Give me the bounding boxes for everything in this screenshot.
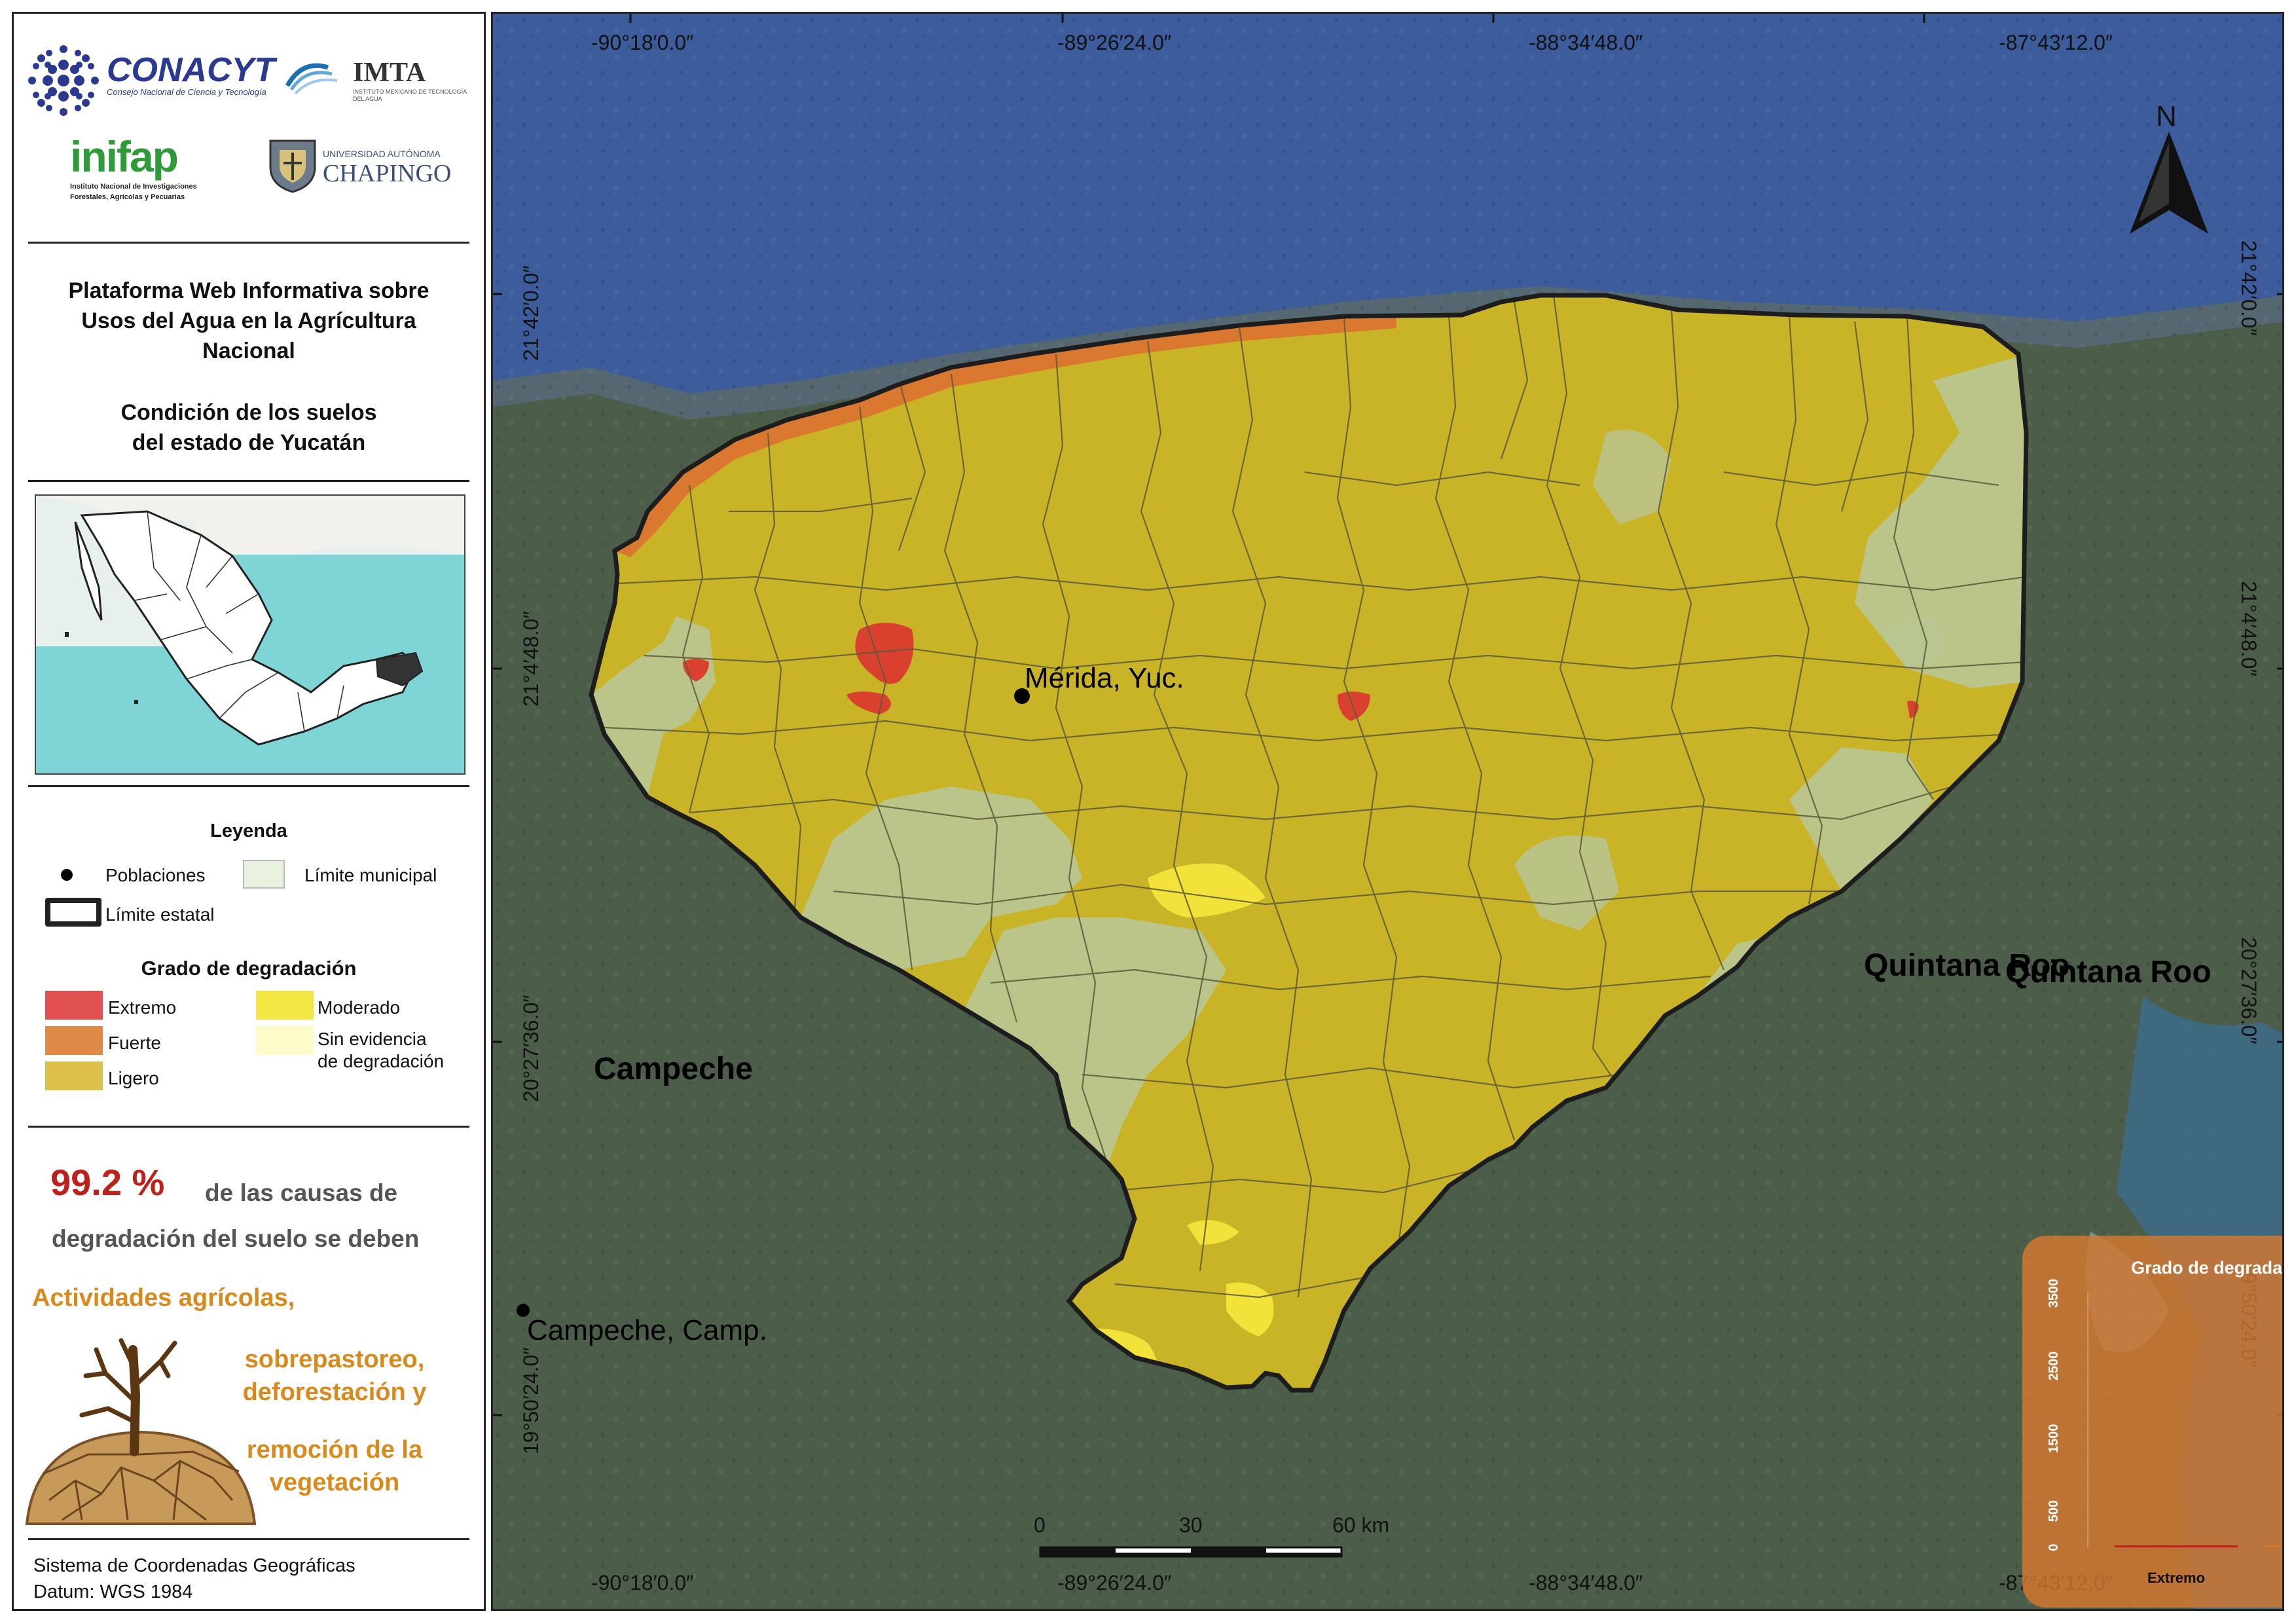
coord-top-4: -87°43′12.0″ [1999, 31, 2113, 54]
cause-5: vegetación [269, 1469, 400, 1496]
north-label: N [2156, 100, 2177, 132]
coord-left-4: 19°50′24.0″ [519, 1347, 543, 1454]
legend-ligero-swatch [45, 1061, 103, 1090]
coord-bottom-2: -89°26′24.0″ [1057, 1571, 1172, 1595]
inifap-logo-text: inifap [70, 132, 179, 181]
conacyt-subtitle: Consejo Nacional de Ciencia y Tecnología [107, 87, 266, 97]
locator-map [35, 494, 465, 775]
conacyt-logo-text: CONACYT [107, 51, 276, 89]
divider [28, 480, 469, 482]
scale-label-0: 0 [1034, 1513, 1046, 1537]
chart-ytick-label: 0 [2047, 1543, 2061, 1551]
chapingo-logo-text: CHAPINGO [323, 160, 452, 187]
legend-extremo-swatch [45, 991, 103, 1020]
coord-left-2: 21°4′48.0″ [519, 611, 543, 707]
crs-line-2: Datum: WGS 1984 [33, 1581, 193, 1602]
quintana-roo-label-2: Quintana Roo [2005, 955, 2212, 989]
cause-1: Actividades agrícolas, [32, 1284, 295, 1312]
degradation-chart: Grado de degradación y superficie afecta… [2022, 1236, 2283, 1608]
chart-bar-extremo [2114, 1545, 2238, 1547]
map-subtitle: Condición de los suelos del estado de Yu… [14, 397, 484, 458]
conacyt-logo-icon [28, 45, 99, 116]
legend-limite-estatal: Límite estatal [105, 904, 215, 925]
divider [28, 1126, 469, 1128]
scale-bar [1039, 1546, 1343, 1558]
coord-bottom-3: -88°34′48.0″ [1529, 1571, 1643, 1595]
chart-ytick-label: 2500 [2047, 1352, 2061, 1381]
chapingo-shield-icon [269, 139, 316, 193]
coord-left-1: 21°42′0.0″ [519, 265, 543, 361]
legend-sin-evidencia: Sin evidencia [318, 1029, 427, 1049]
platform-title-line: Nacional [202, 339, 295, 363]
chart-title: Grado de degradación y superficie afecta… [2131, 1258, 2283, 1278]
stat-line-2: degradación del suelo se deben [52, 1225, 420, 1252]
inifap-subtitle-2: Forestales, Agrícolas y Pecuarias [70, 193, 185, 201]
yucatan-highlight [375, 652, 424, 687]
platform-title-line: Plataforma Web Informativa sobre [68, 278, 429, 303]
scale-label-60: 60 km [1332, 1513, 1390, 1537]
map-subtitle-line: Condición de los suelos [120, 400, 377, 425]
legend-poblaciones: Poblaciones [105, 865, 206, 885]
dry-soil-icon [25, 1338, 257, 1525]
coord-right-1: 21°42′0.0″ [2237, 240, 2261, 336]
coord-left-3: 20°27′36.0″ [519, 995, 543, 1102]
chart-ytick-label: 1500 [2047, 1424, 2061, 1453]
chart-ytick-label: 3500 [2047, 1279, 2061, 1308]
legend-sin-evidencia-swatch [256, 1026, 314, 1055]
coord-right-2: 21°4′48.0″ [2237, 581, 2261, 676]
coord-top-1: -90°18′0.0″ [591, 31, 694, 54]
coord-bottom-1: -90°18′0.0″ [591, 1571, 694, 1595]
legend-moderado-swatch [256, 991, 314, 1020]
campeche-state-label: Campeche [594, 1052, 753, 1086]
municipal-boundaries [604, 295, 2026, 1299]
legend-municipal-swatch [243, 860, 285, 889]
platform-title-line: Usos del Agua en la Agrícultura [81, 308, 416, 333]
chart-ytick-label: 500 [2047, 1500, 2061, 1522]
map-subtitle-line: del estado de Yucatán [132, 430, 366, 455]
imta-logo-text: IMTA [353, 58, 426, 88]
map-canvas[interactable] [493, 14, 2284, 1611]
stat-line-1: de las causas de [205, 1179, 398, 1206]
town-dot-icon [61, 869, 73, 881]
merida-extremo [855, 623, 914, 684]
map-frame[interactable]: -90°18′0.0″ -89°26′24.0″ -88°34′48.0″ -8… [491, 12, 2284, 1611]
north-arrow-icon [2130, 132, 2208, 234]
legend-sin-evidencia-2: de degradación [318, 1051, 445, 1071]
info-panel: CONACYT Consejo Nacional de Ciencia y Te… [12, 12, 486, 1611]
legend-extremo: Extremo [108, 997, 177, 1018]
merida-label: Mérida, Yuc. [1025, 662, 1184, 694]
cause-3: deforestación y [242, 1378, 427, 1406]
quintana-roo-label: Quintana Roo [1864, 948, 2070, 983]
merida-marker[interactable] [1014, 688, 1030, 704]
legend-title: Leyenda [210, 821, 287, 841]
scale-label-30: 30 [1179, 1513, 1203, 1537]
imta-logo-icon [285, 63, 338, 95]
coord-top-3: -88°34′48.0″ [1529, 31, 1643, 54]
divider [28, 242, 469, 244]
chart-category-label: Extremo [2147, 1570, 2205, 1586]
chart-bar-fuerte [2265, 1545, 2282, 1547]
crs-line-1: Sistema de Coordenadas Geográficas [33, 1555, 355, 1576]
divider [28, 785, 469, 787]
coord-top-2: -89°26′24.0″ [1057, 31, 1172, 54]
platform-title: Plataforma Web Informativa sobre Usos de… [14, 276, 484, 366]
legend-limite-municipal: Límite municipal [304, 865, 437, 885]
coord-right-3: 20°27′36.0″ [2237, 937, 2261, 1044]
cause-2: sobrepastoreo, [244, 1346, 425, 1373]
campeche-city-label: Campeche, Camp. [527, 1314, 767, 1346]
legend-fuerte-swatch [45, 1026, 103, 1055]
inifap-subtitle-1: Instituto Nacional de Investigaciones [70, 183, 197, 191]
legend-fuerte: Fuerte [108, 1033, 161, 1053]
imta-subtitle: INSTITUTO MEXICANO DE TECNOLOGÍA DEL AGU… [353, 88, 467, 102]
cause-4: remoción de la [246, 1436, 423, 1464]
degradation-title: Grado de degradación [141, 957, 357, 980]
chapingo-top-text: UNIVERSIDAD AUTÓNOMA [323, 149, 441, 159]
legend-ligero: Ligero [108, 1068, 159, 1088]
divider [28, 1538, 469, 1540]
campeche-marker[interactable] [517, 1304, 530, 1317]
chart-plot: 0500150025003500ExtremoFuerteLigeroModer… [2047, 1279, 2282, 1586]
legend-state-swatch [45, 898, 101, 927]
stat-percent: 99.2 % [50, 1162, 165, 1203]
legend-moderado: Moderado [318, 997, 401, 1018]
